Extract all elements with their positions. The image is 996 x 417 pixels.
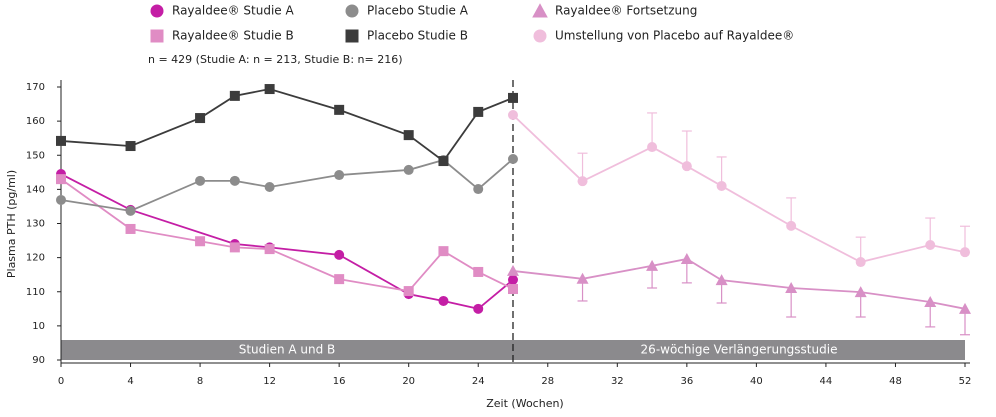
data-point bbox=[508, 154, 518, 165]
data-point bbox=[195, 236, 206, 247]
phase-label: 26-wöchige Verlängerungsstudie bbox=[641, 343, 838, 357]
data-point bbox=[473, 184, 484, 195]
x-tick-label: 32 bbox=[611, 376, 624, 387]
legend-marker bbox=[150, 29, 164, 43]
x-tick-label: 0 bbox=[58, 376, 64, 387]
data-point bbox=[438, 246, 449, 257]
data-point bbox=[229, 175, 240, 186]
legend-marker bbox=[533, 29, 547, 43]
data-point bbox=[438, 295, 449, 306]
data-point bbox=[334, 170, 345, 181]
x-tick-label: 44 bbox=[820, 376, 833, 387]
x-tick-label: 48 bbox=[889, 376, 902, 387]
y-tick-label: 110 bbox=[26, 287, 45, 298]
data-point bbox=[925, 239, 936, 250]
data-point bbox=[715, 274, 728, 286]
data-point bbox=[403, 286, 414, 297]
x-axis-title: Zeit (Wochen) bbox=[486, 397, 563, 410]
data-point bbox=[438, 156, 449, 167]
data-point bbox=[334, 104, 345, 115]
legend-marker bbox=[150, 4, 164, 18]
y-tick-label: 120 bbox=[26, 253, 45, 264]
legend-label: Placebo Studie B bbox=[367, 29, 468, 43]
legend-label: Umstellung von Placebo auf Rayaldee® bbox=[555, 29, 794, 43]
x-tick-label: 12 bbox=[263, 376, 276, 387]
legend-marker bbox=[345, 4, 359, 18]
phase-band bbox=[61, 340, 513, 360]
data-point bbox=[680, 252, 693, 264]
data-point bbox=[924, 295, 937, 307]
data-point bbox=[577, 176, 588, 187]
phase-band bbox=[513, 340, 965, 360]
y-tick-label: 90 bbox=[32, 355, 45, 366]
y-tick-label: 130 bbox=[26, 219, 45, 230]
x-tick-label: 8 bbox=[197, 376, 203, 387]
data-point bbox=[473, 266, 484, 277]
data-point bbox=[334, 249, 345, 260]
series-line bbox=[60, 178, 514, 293]
y-tick-label: 150 bbox=[26, 150, 45, 161]
y-axis-title: Plasma PTH (pg/ml) bbox=[5, 170, 18, 278]
x-tick-label: 16 bbox=[333, 376, 346, 387]
legend-label: Rayaldee® Studie B bbox=[172, 29, 294, 43]
data-point bbox=[56, 174, 66, 185]
series-line bbox=[60, 173, 514, 310]
data-point bbox=[508, 109, 518, 120]
data-point bbox=[403, 164, 414, 175]
y-tick-label: 140 bbox=[26, 184, 45, 195]
x-tick-label: 28 bbox=[541, 376, 554, 387]
data-point bbox=[854, 286, 867, 298]
data-point bbox=[646, 259, 659, 271]
data-point bbox=[403, 130, 414, 141]
legend-label: Rayaldee® Fortsetzung bbox=[555, 4, 697, 18]
data-point bbox=[473, 106, 484, 117]
data-point bbox=[264, 181, 275, 192]
data-point bbox=[56, 135, 66, 146]
series-line bbox=[60, 158, 514, 212]
data-point bbox=[229, 242, 240, 253]
note: n = 429 (Studie A: n = 213, Studie B: n=… bbox=[148, 53, 403, 66]
legend-marker bbox=[532, 3, 548, 18]
x-tick-label: 36 bbox=[680, 376, 693, 387]
data-point bbox=[264, 84, 275, 95]
data-point bbox=[508, 274, 518, 285]
data-point bbox=[125, 141, 136, 152]
legend-label: Placebo Studie A bbox=[367, 4, 469, 18]
legend-label: Rayaldee® Studie A bbox=[172, 4, 294, 18]
phase-label: Studien A und B bbox=[239, 343, 336, 357]
data-point bbox=[195, 113, 206, 124]
y-tick-label: 10 bbox=[32, 321, 45, 332]
x-tick-label: 24 bbox=[472, 376, 485, 387]
y-tick-label: 160 bbox=[26, 116, 45, 127]
x-tick-label: 20 bbox=[402, 376, 415, 387]
data-point bbox=[786, 220, 797, 231]
data-point bbox=[507, 264, 519, 276]
data-point bbox=[960, 247, 970, 258]
data-point bbox=[229, 90, 240, 101]
data-point bbox=[681, 161, 692, 172]
x-tick-label: 52 bbox=[959, 376, 972, 387]
data-point bbox=[125, 223, 136, 234]
data-point bbox=[785, 281, 798, 293]
data-point bbox=[264, 244, 275, 255]
data-point bbox=[125, 205, 136, 216]
data-point bbox=[334, 274, 345, 285]
series-line bbox=[512, 114, 966, 264]
data-point bbox=[855, 257, 866, 268]
data-point bbox=[195, 175, 206, 186]
data-point bbox=[473, 303, 484, 314]
data-point bbox=[959, 302, 971, 314]
x-tick-label: 4 bbox=[127, 376, 133, 387]
data-point bbox=[508, 284, 518, 295]
data-point bbox=[508, 92, 518, 103]
data-point bbox=[716, 180, 727, 191]
data-point bbox=[647, 142, 658, 153]
data-point bbox=[576, 272, 589, 284]
x-tick-label: 40 bbox=[750, 376, 763, 387]
legend-marker bbox=[345, 29, 359, 43]
y-tick-label: 170 bbox=[26, 82, 45, 93]
series-line bbox=[60, 88, 514, 163]
data-point bbox=[56, 194, 66, 205]
